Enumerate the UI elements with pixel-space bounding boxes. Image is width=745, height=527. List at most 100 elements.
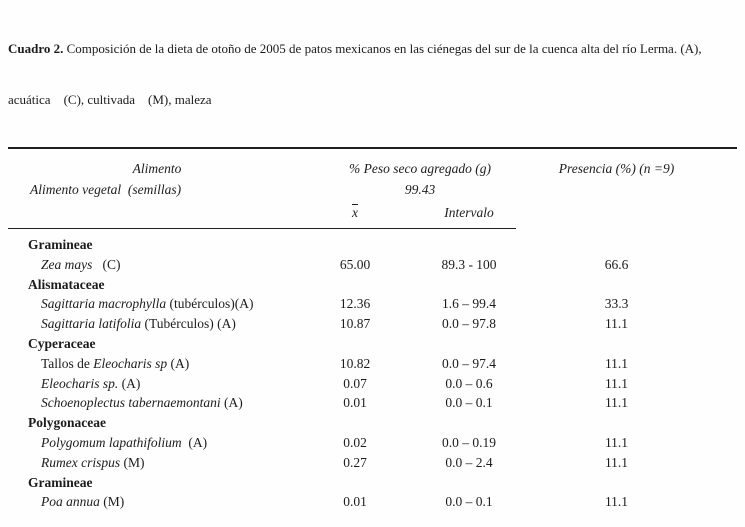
column-header-food: Alimento (132, 161, 182, 176)
name-suffix: (M) (120, 454, 145, 470)
interval-column-header: Intervalo (444, 205, 494, 220)
table-row: Sagittaria latifolia (Tubérculos) (A) 10.… (8, 314, 737, 334)
presence-value: 11.1 (604, 316, 629, 332)
table-row: Rumex crispus (M) 0.27 0.0 – 2.4 11.1 (8, 453, 737, 473)
mean-value: 0.07 (343, 375, 367, 391)
name-scientific: Poa annua (41, 494, 100, 510)
mean-column-header: x (306, 201, 404, 224)
mean-value: 0.02 (343, 434, 367, 450)
family-group-row: Alismataceae (8, 275, 737, 295)
presence-value: 11.1 (604, 494, 629, 510)
presence-value: 11.1 (604, 375, 629, 391)
caption-line-1: Cuadro 2. Composición de la dieta de oto… (8, 40, 737, 57)
name-suffix: (M) (99, 494, 125, 510)
food-item-name: Cyperaceae (8, 334, 306, 354)
table-row: Zea mays (C) 65.00 89.3 - 100 66.6 (8, 255, 737, 275)
presence-value: 66.6 (604, 256, 629, 272)
food-item-name: Schoenoplectus tabernaemontani (A) (8, 393, 306, 413)
family-group-row: Polygonaceae (8, 413, 737, 433)
family-group-row: Gramineae (8, 235, 737, 255)
family-group-row: Cyperaceae (8, 334, 737, 354)
plant-section-total: 99.43 (404, 182, 436, 197)
plant-section-label: Alimento vegetal (semillas) (30, 182, 182, 197)
name-prefix: Tallos de (41, 355, 94, 371)
table-caption: Cuadro 2. Composición de la dieta de oto… (8, 6, 737, 142)
name-scientific: Polygomum lapathifolium (41, 434, 182, 450)
table-header: Alimento % Peso seco agregado (g) Presen… (8, 160, 737, 224)
food-item-name: Eleocharis sp. (A) (8, 374, 306, 394)
caption-text: Composición de la dieta de otoño de 2005… (63, 41, 702, 56)
name-suffix: (A) (181, 434, 208, 450)
name-scientific: Eleocharis sp (93, 355, 168, 371)
mean-value: 10.87 (339, 316, 371, 332)
interval-value: 0.0 – 0.19 (442, 434, 496, 450)
table-row: Sagittaria macrophylla (tubérculos)(A) 12… (8, 294, 737, 314)
family-name-label: Gramineae (28, 237, 93, 252)
header-rule (8, 228, 516, 229)
food-item-name: Zea mays (C) (8, 255, 306, 275)
mean-value: 10.82 (339, 355, 371, 371)
interval-value: 0.0 – 0.1 (445, 494, 493, 510)
mean-value: 65.00 (339, 256, 371, 272)
presence-value: 11.1 (604, 395, 629, 411)
column-header-weight: % Peso seco agregado (g) (349, 161, 491, 176)
presence-value: 11.1 (604, 434, 629, 450)
food-item-name: Polygomum lapathifolium (A) (8, 433, 306, 453)
interval-value: 0.0 – 0.6 (445, 375, 493, 391)
name-suffix: (A) (167, 355, 190, 371)
caption-line-2: acuática (C), cultivada (M), maleza (8, 92, 212, 107)
food-item-name: Polygonaceae (8, 413, 306, 433)
mean-value: 0.27 (343, 454, 367, 470)
table-row: Tallos de Eleocharis sp (A) 10.82 0.0 – 97… (8, 354, 737, 374)
name-suffix: (tubérculos)(A) (166, 296, 254, 312)
table-row: Schoenoplectus tabernaemontani (A) 0.01 0.… (8, 393, 737, 413)
table-row: Polygomum lapathifolium (A) 0.02 0.0 – 0.1… (8, 433, 737, 453)
name-scientific: Eleocharis sp. (41, 375, 119, 391)
mean-value: 12.36 (339, 296, 371, 312)
name-scientific: Sagittaria macrophylla (41, 296, 167, 312)
mean-value: 0.01 (343, 395, 367, 411)
presence-value: 11.1 (604, 454, 629, 470)
name-scientific: Rumex crispus (41, 454, 121, 470)
top-rule (8, 147, 737, 149)
family-name-label: Alismataceae (28, 276, 105, 292)
mean-value: 0.01 (343, 494, 367, 510)
name-suffix: (Tubérculos) (A) (141, 316, 236, 332)
header-row-3: x Intervalo (8, 201, 737, 224)
food-item-name: Tallos de Eleocharis sp (A) (8, 354, 306, 374)
interval-value: 0.0 – 0.1 (445, 395, 493, 411)
food-item-name: Rumex crispus (M) (8, 453, 306, 473)
interval-value: 1.6 – 99.4 (442, 296, 496, 312)
presence-value: 11.1 (604, 355, 629, 371)
header-row-1: Alimento % Peso seco agregado (g) Presen… (8, 160, 737, 178)
name-suffix: (A) (118, 375, 141, 391)
interval-value: 0.0 – 97.4 (442, 355, 496, 371)
family-group-row: Gramineae (8, 473, 737, 493)
column-header-presence: Presencia (%) (n =9) (558, 161, 675, 176)
name-scientific: Zea mays (41, 256, 93, 272)
header-row-2: Alimento vegetal (semillas) 99.43 (8, 178, 737, 201)
presence-value: 33.3 (604, 296, 629, 312)
food-item-name: Gramineae (8, 473, 306, 493)
interval-value: 0.0 – 97.8 (442, 316, 496, 332)
family-name-label: Cyperaceae (28, 335, 96, 351)
x-bar-symbol: x (352, 205, 358, 220)
name-scientific: Schoenoplectus tabernaemontani (41, 395, 221, 411)
table-row: Poa annua (M) 0.01 0.0 – 0.1 11.1 (8, 492, 737, 512)
table-row: Eleocharis sp. (A) 0.07 0.0 – 0.6 11.1 (8, 374, 737, 394)
name-suffix: (C) (92, 256, 121, 272)
name-suffix: (A) (220, 395, 243, 411)
family-name-label: Polygonaceae (28, 415, 106, 431)
food-item-name: Gramineae (8, 235, 306, 255)
food-item-name: Sagittaria latifolia (Tubérculos) (A) (8, 314, 306, 334)
interval-value: 89.3 - 100 (441, 256, 497, 272)
name-scientific: Sagittaria latifolia (41, 316, 142, 332)
family-name-label: Gramineae (28, 474, 93, 490)
interval-value: 0.0 – 2.4 (445, 454, 493, 470)
food-item-name: Poa annua (M) (8, 492, 306, 512)
food-item-name: Sagittaria macrophylla (tubérculos)(A) (8, 294, 306, 314)
plant-rows-section: Gramineae Zea mays (C) 65.00 89.3 - 100 66.6… (8, 235, 737, 512)
caption-label: Cuadro 2. (8, 41, 64, 56)
food-item-name: Alismataceae (8, 275, 306, 295)
